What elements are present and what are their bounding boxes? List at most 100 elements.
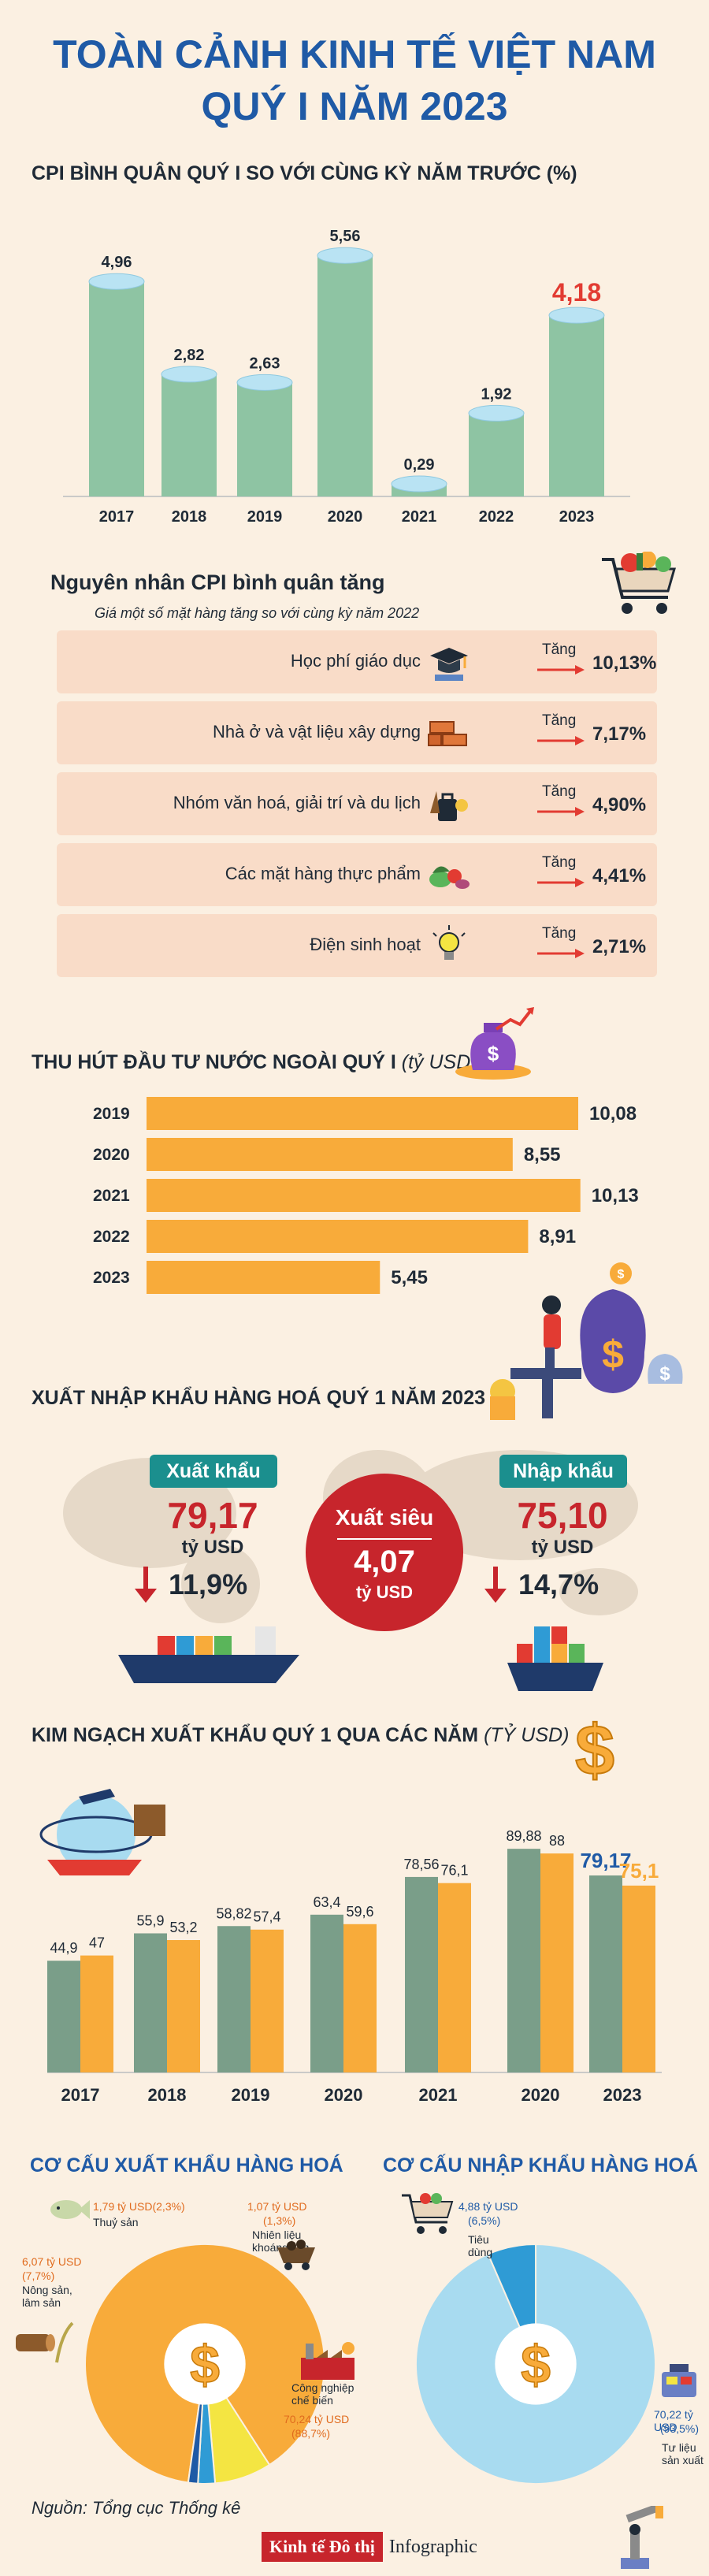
pie-center — [495, 2323, 577, 2405]
surplus-divider — [337, 1538, 432, 1540]
export-structure-title: CƠ CẤU XUẤT KHẨU HÀNG HOÁ — [30, 2154, 343, 2176]
causes-title: Nguyên nhân CPI bình quân tăng — [50, 571, 385, 594]
fdi-title: THU HÚT ĐẦU TƯ NƯỚC NGOÀI QUÝ I (tỷ USD) — [32, 1051, 477, 1073]
vegetables-icon — [429, 866, 470, 889]
cause-item: Nhóm văn hoá, giải trí và du lịch Tăng 4… — [57, 772, 657, 835]
brand-logo: Kinh tế Đô thị Infographic — [262, 2530, 477, 2564]
cause-label: Nhà ở và vật liệu xây dựng — [213, 722, 421, 742]
consumer-value: 4,88 tỷ USD — [458, 2200, 518, 2213]
export-history-bar — [47, 1961, 80, 2072]
arrow-right-icon — [537, 736, 585, 745]
fdi-bar — [147, 1179, 581, 1212]
svg-text:$: $ — [575, 1713, 614, 1784]
export-history-bar — [622, 1885, 655, 2072]
export-history-year-label: 2020 — [325, 2085, 363, 2105]
cpi-title: CPI BÌNH QUÂN QUÝ I SO VỚI CÙNG KỲ NĂM T… — [32, 162, 577, 184]
cpi-bar-cap — [236, 374, 293, 391]
fdi-value-label: 10,08 — [589, 1103, 637, 1124]
travel-icon — [430, 791, 468, 821]
surplus-unit: tỷ USD — [355, 1582, 414, 1602]
cpi-value-label: 2,63 — [250, 355, 280, 372]
cpi-year-label: 2019 — [247, 508, 283, 526]
export-history-bar — [343, 1924, 377, 2072]
fuel-percent: (1,3%) — [263, 2214, 296, 2227]
pie-slice — [415, 2243, 656, 2485]
cpi-year-label: 2017 — [99, 508, 135, 526]
causes-subtitle: Giá một số mặt hàng tăng so với cùng kỳ … — [95, 605, 420, 621]
industry-value: 70,24 tỷ USD — [284, 2413, 350, 2425]
container-ship-icon — [507, 1626, 603, 1691]
import-tag: Nhập khẩu — [499, 1455, 627, 1488]
cpi-bar — [237, 382, 292, 496]
wood-log-icon — [16, 2321, 74, 2363]
cpi-value-label: 4,96 — [102, 254, 132, 271]
cpi-bar — [549, 315, 604, 496]
cpi-year-label: 2023 — [559, 508, 595, 526]
cpi-value-label: 4,18 — [552, 278, 601, 307]
export-history-bar — [540, 1853, 574, 2072]
production-value: 70,22 tỷ USD — [654, 2408, 693, 2433]
import-structure-title: CƠ CẤU NHẬP KHẨU HÀNG HOÁ — [383, 2154, 699, 2176]
export-value: 79,17 — [167, 1495, 258, 1536]
export-history-value-label: 63,4 — [313, 1894, 340, 1910]
cpi-bar — [317, 255, 373, 496]
page-subtitle: QUÝ I NĂM 2023 — [201, 84, 508, 128]
export-history-value-label: 89,88 — [506, 1828, 541, 1844]
seafood-label: Thuỷ sản — [93, 2216, 139, 2228]
export-history-value-label: 59,6 — [346, 1904, 373, 1920]
cause-label: Các mặt hàng thực phẩm — [225, 864, 421, 883]
export-tag: Xuất khẩu — [150, 1455, 277, 1488]
seafood-value: 1,79 tỷ USD(2,3%) — [93, 2200, 185, 2213]
money-bag-icon: $ — [449, 1005, 536, 1084]
agri-percent: (7,7%) — [22, 2269, 55, 2282]
cpi-bar-cap — [317, 247, 373, 264]
fdi-year-label: 2023 — [93, 1269, 130, 1287]
export-history-value-label: 55,9 — [136, 1912, 164, 1928]
cause-increase-label: Tăng — [542, 712, 577, 729]
export-history-year-label: 2020 — [522, 2085, 560, 2105]
export-unit: tỷ USD — [181, 1537, 244, 1558]
export-history-value-label: 76,1 — [440, 1863, 468, 1879]
arrow-right-icon — [537, 878, 585, 887]
production-percent: (93,5%) — [660, 2422, 700, 2435]
fdi-chart: 2019 10,08 2020 8,55 2021 10,13 2022 8,91 2023 5,… — [93, 1097, 639, 1294]
brand-name: Kinh tế Đô thị — [262, 2532, 383, 2562]
import-change: 14,7% — [518, 1568, 599, 1600]
dollar-sign-icon: $ — [521, 2335, 551, 2395]
export-history-bar — [507, 1849, 540, 2072]
graduation-cap-icon — [430, 648, 468, 681]
investment-illustration-icon: $ $ $ — [487, 1250, 692, 1423]
cause-increase-label: Tăng — [542, 925, 577, 942]
shopping-cart-icon — [596, 551, 682, 619]
export-history-bar — [134, 1933, 167, 2072]
cause-item: Điện sinh hoạt Tăng 2,71% — [57, 914, 657, 977]
industry-label: Công nghiệp chế biến — [291, 2381, 354, 2407]
svg-text:$: $ — [618, 1268, 625, 1281]
fdi-value-label: 5,45 — [391, 1267, 428, 1288]
cpi-bar-cap — [548, 307, 605, 324]
cause-increase-label: Tăng — [542, 783, 577, 800]
cpi-value-label: 5,56 — [330, 228, 361, 245]
fdi-bar — [147, 1261, 380, 1294]
fdi-year-label: 2020 — [93, 1146, 130, 1164]
export-history-value-label: 58,82 — [216, 1905, 251, 1921]
svg-text:$: $ — [488, 1042, 499, 1065]
arrow-down-icon — [135, 1567, 157, 1603]
fdi-year-label: 2021 — [93, 1187, 130, 1205]
svg-text:$: $ — [659, 1363, 670, 1385]
export-history-bar — [80, 1955, 113, 2072]
cause-increase-label: Tăng — [542, 641, 577, 658]
fdi-year-label: 2022 — [93, 1228, 130, 1246]
fdi-bar — [147, 1138, 513, 1171]
export-history-chart: 44,9 47 2017 55,9 53,2 2018 58,82 57,4 2019 63,4 5… — [47, 1828, 662, 2105]
export-history-year-label: 2023 — [603, 2085, 642, 2105]
export-history-bar — [251, 1929, 284, 2072]
source-note: Nguồn: Tổng cục Thống kê — [32, 2498, 241, 2518]
trade-title: XUẤT NHẬP KHẨU HÀNG HOÁ QUÝ 1 NĂM 2023 — [32, 1387, 486, 1409]
export-history-year-label: 2017 — [61, 2085, 100, 2105]
cpi-year-label: 2018 — [172, 508, 207, 526]
export-history-value-label: 78,56 — [403, 1857, 439, 1872]
cpi-bar-cap — [161, 366, 217, 383]
kim-title: KIM NGẠCH XUẤT KHẨU QUÝ 1 QUA CÁC NĂM (T… — [32, 1724, 570, 1746]
cause-percent: 4,41% — [592, 865, 647, 887]
